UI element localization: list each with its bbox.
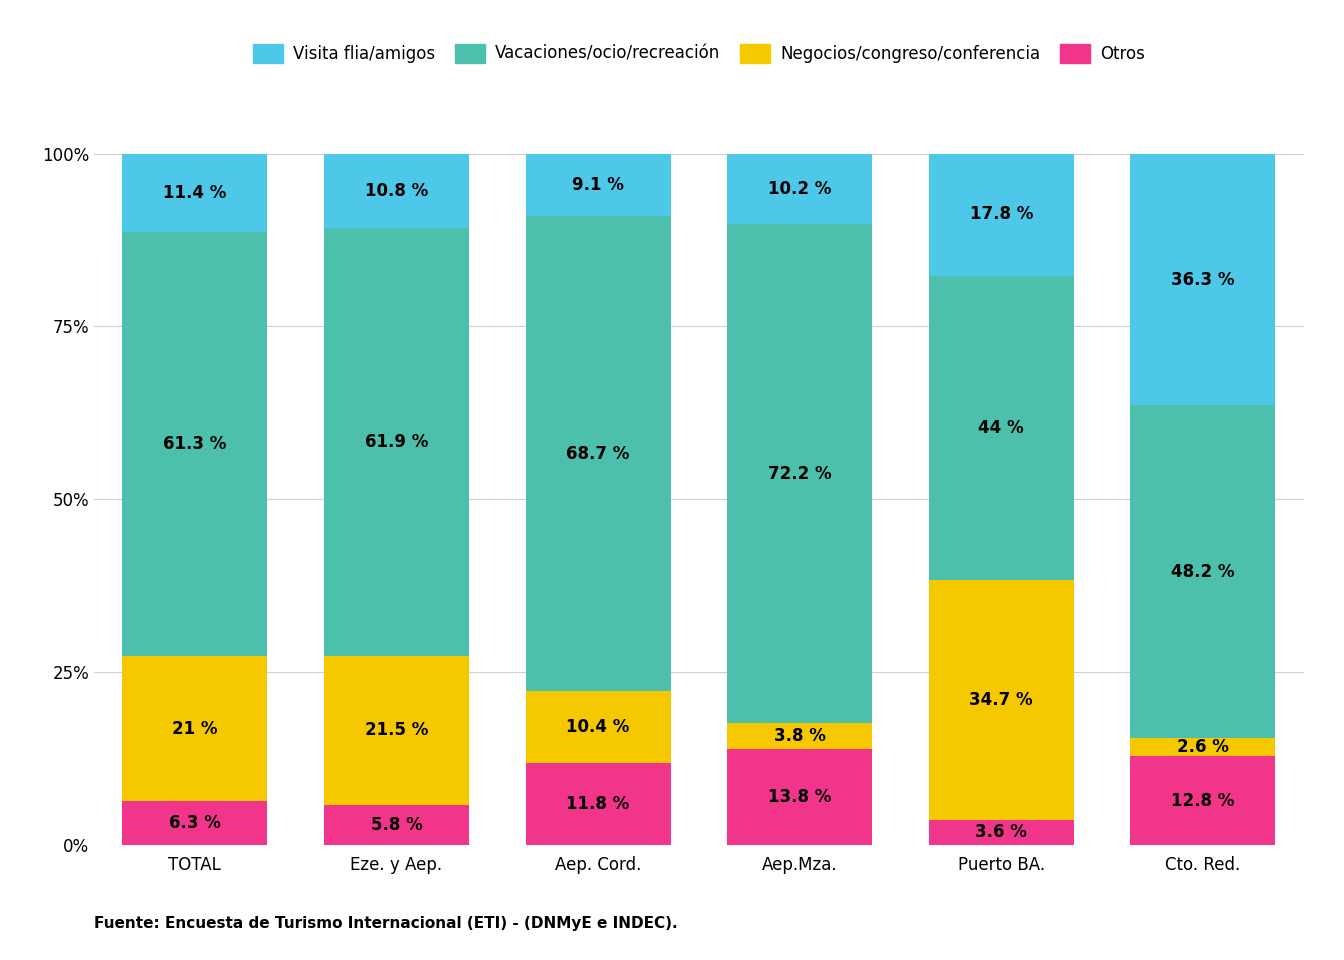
Text: 13.8 %: 13.8 % — [767, 788, 832, 806]
Bar — [929, 820, 1074, 845]
Bar — [324, 804, 469, 845]
Bar — [122, 802, 267, 845]
Text: 61.9 %: 61.9 % — [364, 433, 429, 451]
Bar — [122, 232, 267, 656]
Text: 72.2 %: 72.2 % — [767, 465, 832, 483]
Text: 6.3 %: 6.3 % — [169, 814, 220, 832]
Bar — [526, 217, 671, 691]
Text: 10.8 %: 10.8 % — [364, 182, 429, 200]
Bar — [727, 224, 872, 723]
Bar — [122, 154, 267, 232]
Text: 10.2 %: 10.2 % — [767, 180, 832, 198]
Bar — [526, 154, 671, 217]
Text: 17.8 %: 17.8 % — [969, 205, 1034, 224]
Text: 11.4 %: 11.4 % — [163, 184, 227, 202]
Text: 36.3 %: 36.3 % — [1171, 271, 1235, 289]
Text: 5.8 %: 5.8 % — [371, 816, 422, 833]
Bar — [929, 580, 1074, 820]
Text: 11.8 %: 11.8 % — [566, 795, 630, 813]
Text: 21 %: 21 % — [172, 720, 218, 737]
Bar — [1130, 756, 1275, 845]
Text: 10.4 %: 10.4 % — [566, 718, 630, 736]
Bar — [324, 228, 469, 656]
Bar — [1130, 155, 1275, 405]
Bar — [526, 691, 671, 763]
Bar — [324, 154, 469, 228]
Text: 34.7 %: 34.7 % — [969, 691, 1034, 709]
Bar — [929, 276, 1074, 580]
Text: Fuente: Encuesta de Turismo Internacional (ETI) - (DNMyE e INDEC).: Fuente: Encuesta de Turismo Internaciona… — [94, 916, 677, 931]
Legend: Visita flia/amigos, Vacaciones/ocio/recreación, Negocios/congreso/conferencia, O: Visita flia/amigos, Vacaciones/ocio/recr… — [246, 37, 1152, 70]
Bar — [727, 723, 872, 750]
Text: 44 %: 44 % — [978, 419, 1024, 437]
Text: 61.3 %: 61.3 % — [163, 435, 227, 453]
Text: 3.8 %: 3.8 % — [774, 728, 825, 745]
Text: 2.6 %: 2.6 % — [1177, 738, 1228, 756]
Text: 9.1 %: 9.1 % — [573, 176, 624, 194]
Text: 48.2 %: 48.2 % — [1171, 563, 1235, 581]
Bar — [122, 656, 267, 802]
Bar — [324, 656, 469, 804]
Text: 3.6 %: 3.6 % — [976, 824, 1027, 841]
Bar — [727, 750, 872, 845]
Bar — [526, 763, 671, 845]
Bar — [727, 154, 872, 224]
Text: 68.7 %: 68.7 % — [566, 444, 630, 463]
Text: 12.8 %: 12.8 % — [1171, 792, 1235, 809]
Bar — [929, 153, 1074, 276]
Text: 21.5 %: 21.5 % — [364, 721, 429, 739]
Bar — [1130, 405, 1275, 738]
Bar — [1130, 738, 1275, 756]
